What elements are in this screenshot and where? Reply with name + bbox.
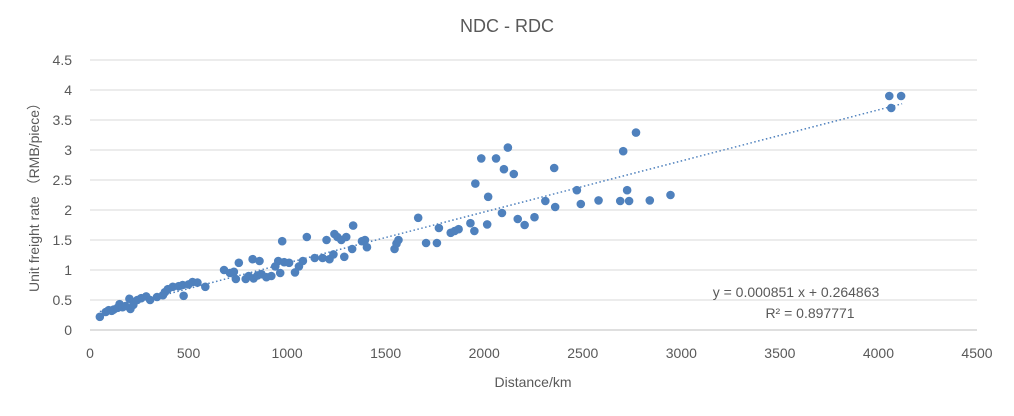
data-point — [229, 267, 239, 277]
y-tick-label: 0.5 — [53, 292, 73, 308]
y-tick-label: 4 — [64, 82, 72, 98]
x-tick-label: 3000 — [666, 345, 697, 361]
data-point — [466, 218, 475, 228]
data-point — [618, 146, 628, 156]
data-point — [267, 271, 276, 281]
data-point — [347, 244, 357, 254]
data-point — [471, 179, 480, 188]
y-tick-label: 3 — [64, 142, 72, 158]
data-point — [348, 221, 358, 230]
data-point — [497, 208, 507, 218]
data-point — [302, 232, 312, 242]
data-point — [95, 312, 105, 322]
data-point — [550, 202, 560, 212]
data-point — [234, 258, 244, 268]
data-point — [476, 154, 486, 163]
trendline — [99, 103, 903, 313]
data-point — [362, 242, 372, 252]
data-point — [572, 185, 582, 195]
y-tick-label: 3.5 — [53, 112, 73, 128]
data-point — [231, 274, 241, 284]
data-point — [615, 196, 625, 206]
data-point — [886, 103, 896, 113]
data-point — [248, 254, 257, 264]
data-point — [454, 224, 463, 234]
x-tick-label: 4000 — [863, 345, 894, 361]
data-point — [322, 235, 331, 245]
data-point — [275, 268, 285, 278]
data-point — [513, 214, 523, 224]
data-point — [503, 143, 513, 152]
x-tick-label: 500 — [177, 345, 201, 361]
data-points — [95, 91, 906, 322]
y-tick-label: 1 — [64, 262, 72, 278]
chart-title: NDC - RDC — [460, 16, 554, 36]
x-tick-label: 2000 — [469, 345, 500, 361]
x-axis-label: Distance/km — [494, 374, 571, 390]
data-point — [896, 91, 906, 101]
gridlines — [90, 59, 977, 301]
trendline-equation: y = 0.000851 x + 0.264863 — [713, 284, 880, 300]
data-point — [594, 196, 603, 205]
y-tick-label: 2 — [64, 202, 72, 218]
data-point — [491, 154, 501, 163]
x-tick-label: 2500 — [567, 345, 598, 361]
data-point — [520, 220, 529, 230]
data-point — [482, 220, 492, 229]
data-point — [432, 238, 442, 248]
data-point — [413, 213, 423, 223]
data-point — [277, 236, 287, 246]
tick-labels: 0 0.5 1 1.5 2 2.5 3 3.5 4 4.5 0 500 1000 1500 2000 2500… — [53, 52, 993, 361]
data-point — [622, 185, 632, 195]
data-point — [483, 192, 493, 202]
data-point — [576, 199, 586, 209]
data-point — [631, 128, 641, 137]
data-point — [255, 256, 264, 266]
y-tick-label: 1.5 — [53, 232, 73, 248]
data-point — [499, 164, 509, 174]
data-point — [341, 232, 351, 242]
data-point — [360, 235, 370, 245]
data-point — [318, 253, 327, 263]
data-point — [329, 250, 338, 259]
data-point — [421, 238, 431, 248]
x-tick-label: 1500 — [370, 345, 401, 361]
y-tick-label: 4.5 — [53, 52, 73, 68]
data-point — [298, 256, 308, 266]
data-point — [530, 212, 539, 222]
data-point — [193, 278, 202, 287]
x-tick-label: 1000 — [272, 345, 303, 361]
data-point — [666, 190, 675, 200]
data-point — [201, 282, 210, 292]
data-point — [339, 252, 349, 262]
y-tick-label: 2.5 — [53, 172, 73, 188]
data-point — [549, 163, 559, 173]
data-point — [179, 291, 188, 301]
x-tick-label: 3500 — [764, 345, 795, 361]
y-axis-label: Unit freight rate （RMB/piece） — [26, 96, 42, 292]
trendline-r-squared: R² = 0.897771 — [765, 305, 854, 321]
y-tick-label: 0 — [64, 322, 72, 338]
data-point — [541, 196, 550, 206]
data-point — [434, 223, 444, 233]
data-point — [310, 253, 320, 263]
x-tick-label: 0 — [86, 345, 94, 361]
x-tick-label: 4500 — [961, 345, 992, 361]
data-point — [284, 258, 294, 268]
data-point — [509, 169, 519, 179]
data-point — [645, 196, 655, 205]
data-point — [470, 226, 479, 236]
data-point — [884, 91, 894, 101]
trendline-layer — [99, 103, 903, 313]
data-point — [394, 235, 403, 245]
data-point — [145, 295, 155, 305]
data-point — [624, 196, 634, 206]
